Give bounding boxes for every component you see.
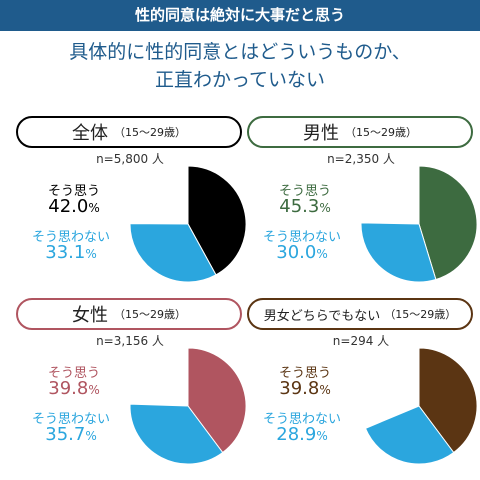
percent-sign: % bbox=[88, 383, 100, 397]
no-label: そう思わない bbox=[262, 230, 341, 245]
pie-slice-no bbox=[360, 222, 437, 283]
panel-all: 全体 （15〜29歳） n=5,800 人 そう思う 42.0% そう思わない … bbox=[16, 116, 247, 296]
headline: 具体的に性的同意とはどういうものか、 正直わかっていない bbox=[0, 38, 480, 94]
yes-label: そう思う bbox=[47, 366, 100, 381]
pie-slice-no bbox=[364, 405, 455, 465]
no-value: 28.9% bbox=[247, 424, 357, 445]
no-value-number: 33.1 bbox=[45, 242, 86, 263]
no-value-number: 28.9 bbox=[276, 424, 317, 445]
pie-slice-no bbox=[129, 403, 224, 465]
sample-size: n=2,350 人 bbox=[327, 152, 395, 166]
panel-neither: 男女どちらでもない （15〜29歳） n=294 人 そう思う 39.8% そう… bbox=[247, 298, 478, 478]
banner-title: 性的同意は絶対に大事だと思う bbox=[0, 0, 480, 31]
yes-label: そう思う bbox=[278, 184, 331, 199]
yes-value-number: 42.0 bbox=[48, 196, 89, 217]
headline-line-2: 正直わかっていない bbox=[154, 69, 326, 91]
no-label: そう思わない bbox=[31, 230, 110, 245]
yes-value-number: 39.8 bbox=[48, 378, 89, 399]
no-value-number: 30.0 bbox=[276, 242, 317, 263]
panel-female: 女性 （15〜29歳） n=3,156 人 そう思う 39.8% そう思わない … bbox=[16, 298, 247, 478]
yes-label: そう思う bbox=[47, 184, 100, 199]
sample-size: n=3,156 人 bbox=[96, 334, 164, 348]
group-pill: 男女どちらでもない （15〜29歳） bbox=[247, 298, 473, 330]
group-label: 男女どちらでもない bbox=[263, 308, 381, 324]
no-label: そう思わない bbox=[31, 412, 110, 427]
group-pill: 全体 （15〜29歳） bbox=[16, 116, 242, 148]
group-label: 女性 bbox=[72, 305, 108, 326]
no-value: 30.0% bbox=[247, 242, 357, 263]
no-value: 33.1% bbox=[16, 242, 126, 263]
pie-chart bbox=[129, 165, 247, 283]
no-value: 35.7% bbox=[16, 424, 126, 445]
pie-chart bbox=[129, 347, 247, 465]
panel-male: 男性 （15〜29歳） n=2,350 人 そう思う 45.3% そう思わない … bbox=[247, 116, 478, 296]
no-label: そう思わない bbox=[262, 412, 341, 427]
yes-label: そう思う bbox=[278, 366, 331, 381]
yes-value: 42.0% bbox=[24, 196, 124, 217]
pie-slice-yes bbox=[187, 347, 247, 454]
yes-value: 45.3% bbox=[255, 196, 355, 217]
age-range: （15〜29歳） bbox=[114, 308, 186, 321]
age-range: （15〜29歳） bbox=[114, 126, 186, 139]
sample-size: n=294 人 bbox=[332, 334, 390, 348]
pie-slice-yes bbox=[187, 165, 247, 276]
group-pill: 女性 （15〜29歳） bbox=[16, 298, 242, 330]
headline-line-1: 具体的に性的同意とはどういうものか、 bbox=[69, 41, 411, 63]
yes-value-number: 39.8 bbox=[279, 378, 320, 399]
pie-slice-no bbox=[129, 223, 217, 283]
group-label: 全体 bbox=[72, 123, 108, 144]
pie-chart bbox=[360, 165, 478, 283]
percent-sign: % bbox=[316, 429, 328, 443]
age-range: （15〜29歳） bbox=[345, 126, 417, 139]
percent-sign: % bbox=[85, 247, 97, 261]
percent-sign: % bbox=[316, 247, 328, 261]
no-value-number: 35.7 bbox=[45, 424, 86, 445]
yes-value-number: 45.3 bbox=[279, 196, 320, 217]
percent-sign: % bbox=[85, 429, 97, 443]
percent-sign: % bbox=[319, 383, 331, 397]
yes-value: 39.8% bbox=[255, 378, 355, 399]
pie-slice-yes bbox=[418, 165, 478, 281]
sample-size: n=5,800 人 bbox=[96, 152, 164, 166]
age-range: （15〜29歳） bbox=[384, 308, 457, 321]
percent-sign: % bbox=[88, 201, 100, 215]
group-pill: 男性 （15〜29歳） bbox=[247, 116, 473, 148]
pie-slice-yes bbox=[418, 347, 478, 454]
pie-chart bbox=[364, 347, 478, 465]
percent-sign: % bbox=[319, 201, 331, 215]
group-label: 男性 bbox=[303, 123, 339, 144]
yes-value: 39.8% bbox=[24, 378, 124, 399]
